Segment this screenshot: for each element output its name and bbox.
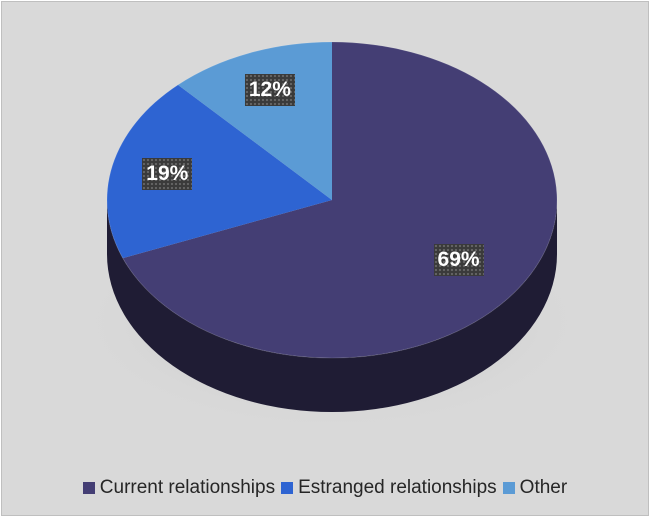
data-label-other: 12% bbox=[244, 73, 295, 106]
data-label-estranged-relationships: 19% bbox=[142, 158, 193, 191]
pie-top bbox=[106, 41, 558, 359]
legend-swatch-other bbox=[502, 482, 515, 494]
pie-chart bbox=[77, 41, 587, 432]
legend-item-other: Other bbox=[502, 477, 568, 499]
legend-item-estranged-relationships: Estranged relationships bbox=[281, 477, 497, 499]
legend-swatch-current bbox=[82, 482, 95, 494]
legend-label-other: Other bbox=[519, 477, 568, 498]
legend: Current relationships Estranged relation… bbox=[2, 473, 648, 503]
legend-swatch-estranged bbox=[281, 482, 294, 494]
pie-side bbox=[107, 200, 557, 412]
pie-slice-estranged-relationships bbox=[107, 84, 333, 259]
pie-rim bbox=[106, 41, 558, 359]
legend-label-current: Current relationships bbox=[99, 477, 276, 498]
data-label-current-relationships: 69% bbox=[433, 244, 484, 277]
pie-side-wall bbox=[107, 200, 557, 412]
legend-item-current-relationships: Current relationships bbox=[82, 477, 276, 499]
pie-slice-current-relationships bbox=[122, 42, 557, 359]
legend-label-estranged: Estranged relationships bbox=[298, 477, 497, 498]
